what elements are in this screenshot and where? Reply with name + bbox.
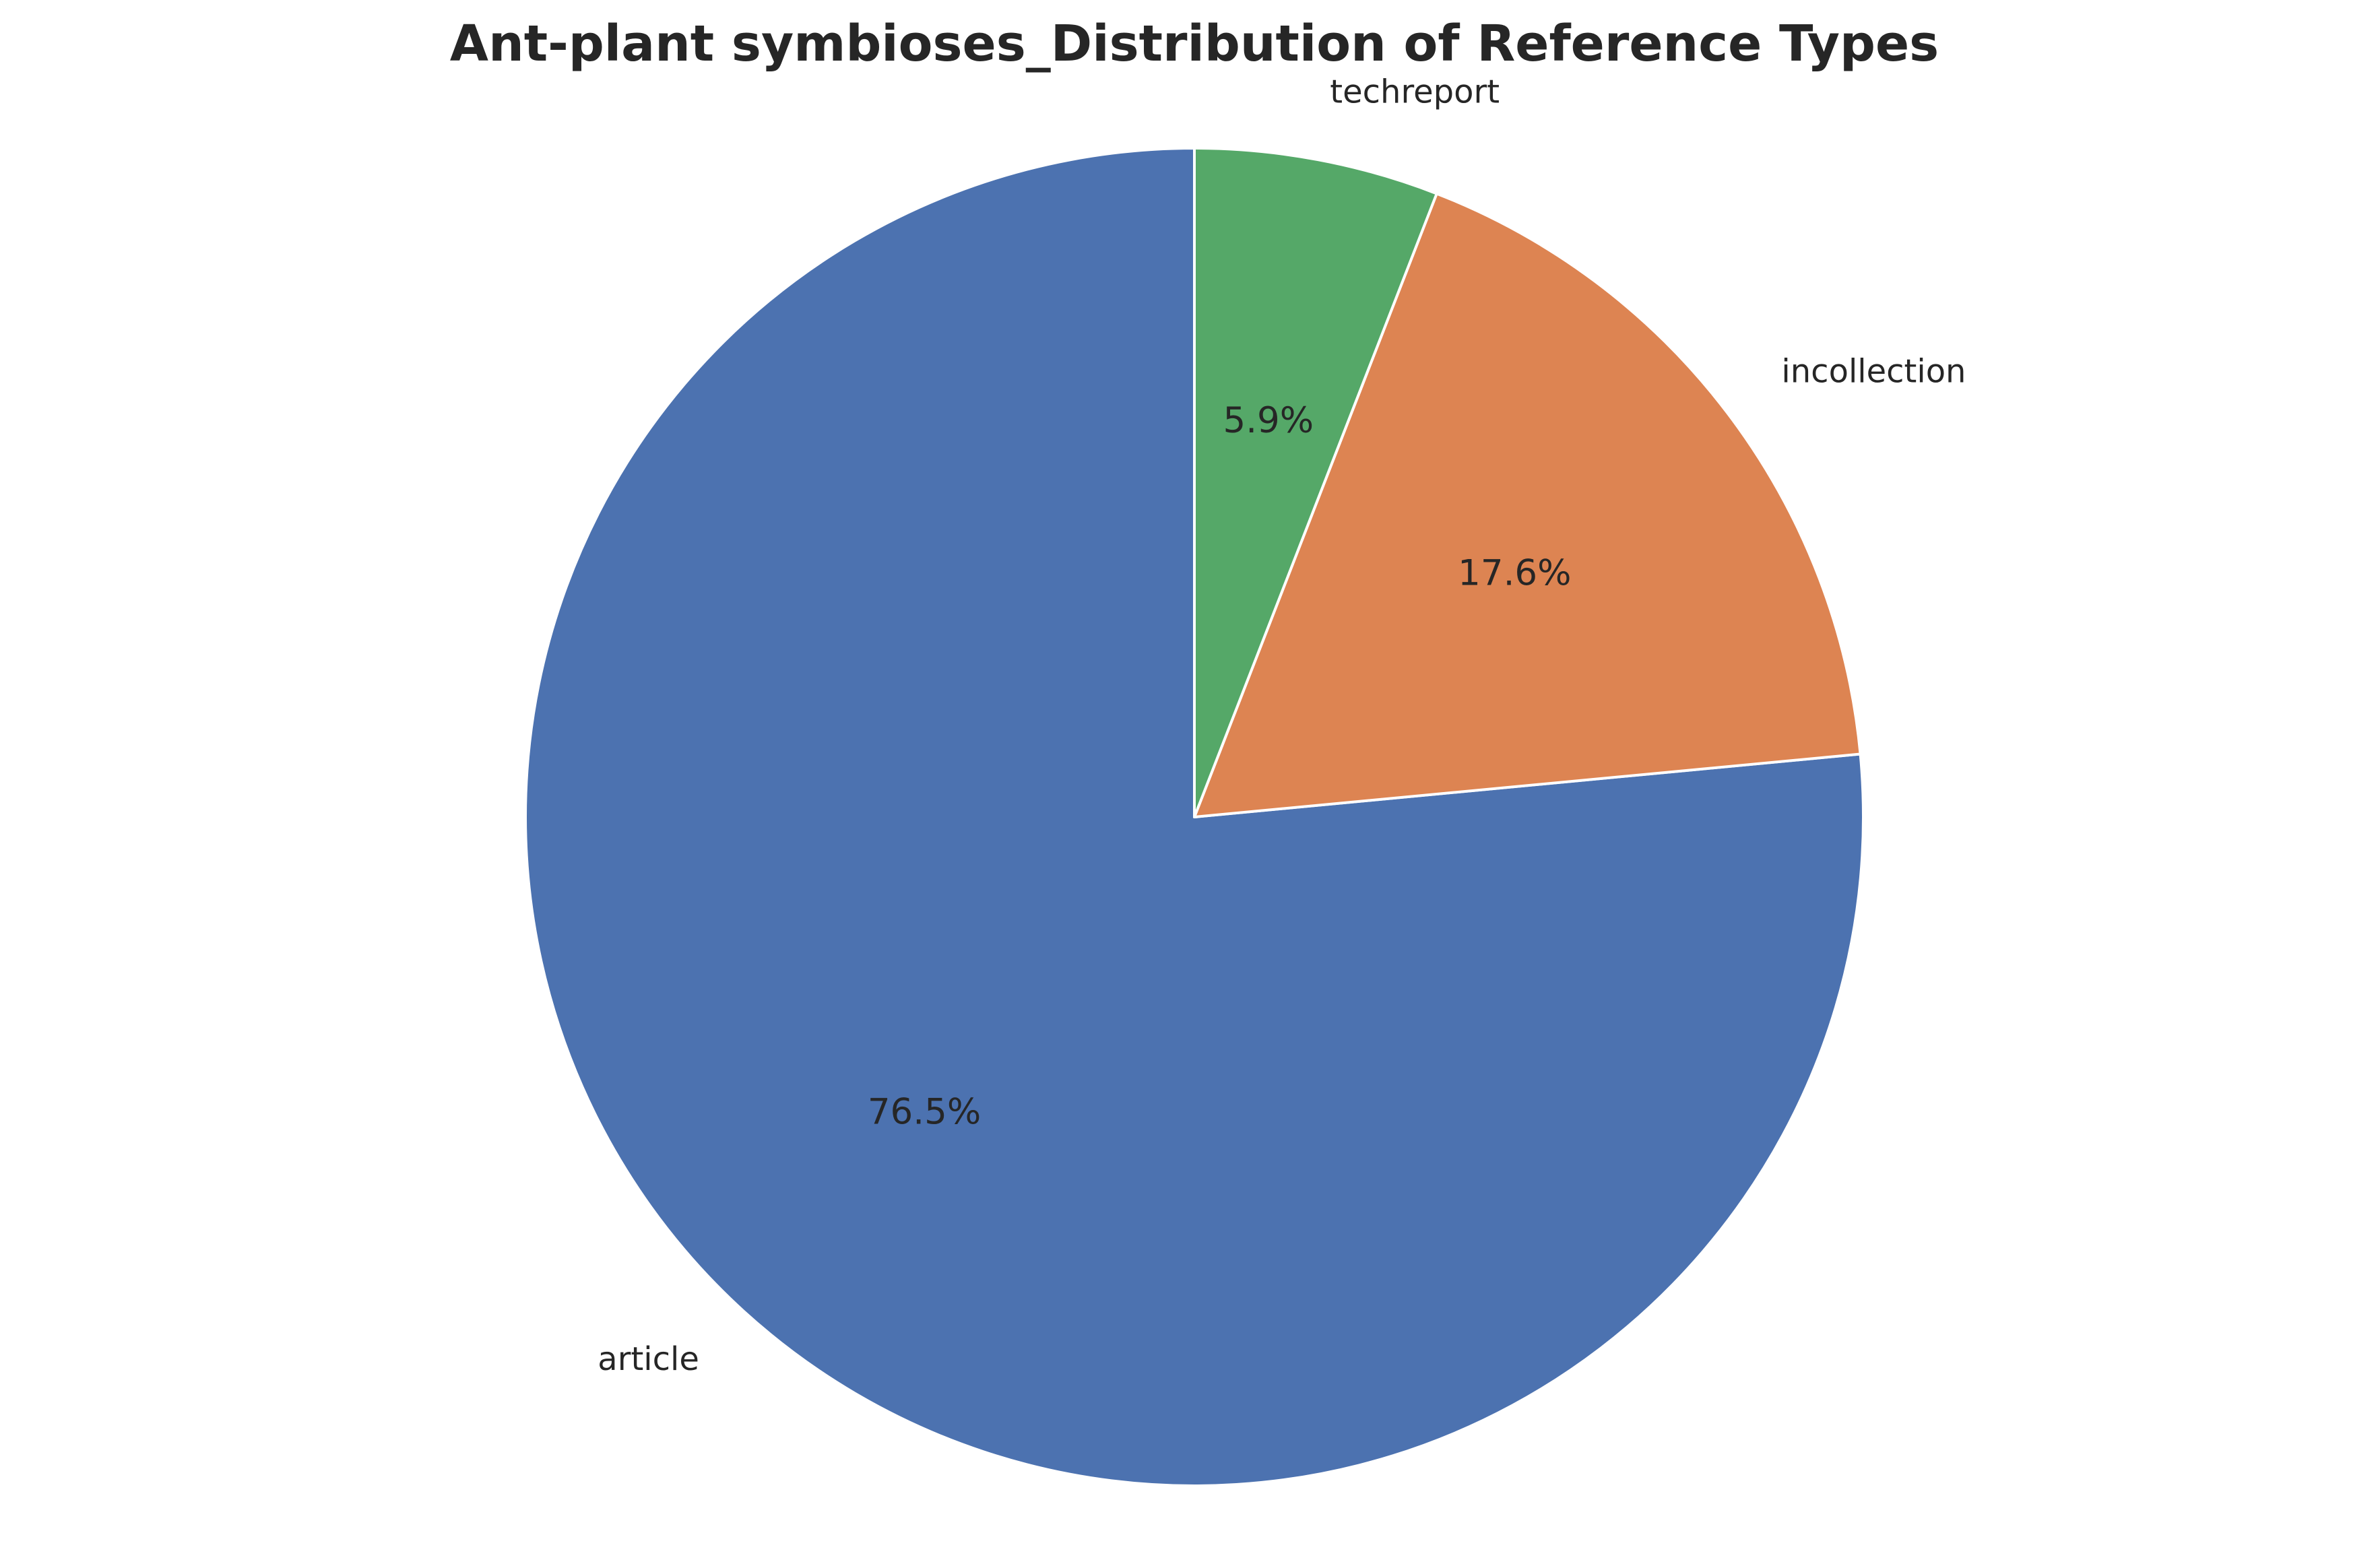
category-label-incollection: incollection <box>1781 352 1966 390</box>
pie-slice-incollection <box>1193 192 1862 818</box>
category-label-techreport: techreport <box>1330 73 1500 110</box>
percent-label-techreport: 5.9% <box>1223 400 1314 441</box>
chart-title: Ant-plant symbioses_Distribution of Refe… <box>450 15 1939 73</box>
pie-labels: article 76.5% incollection 17.6% techreport 5… <box>598 73 1966 1377</box>
pie-slice-techreport <box>1193 147 1438 818</box>
percent-label-incollection: 17.6% <box>1458 552 1571 593</box>
percent-label-article: 76.5% <box>868 1091 981 1132</box>
pie-slices <box>524 147 1865 1487</box>
category-label-article: article <box>598 1340 699 1378</box>
